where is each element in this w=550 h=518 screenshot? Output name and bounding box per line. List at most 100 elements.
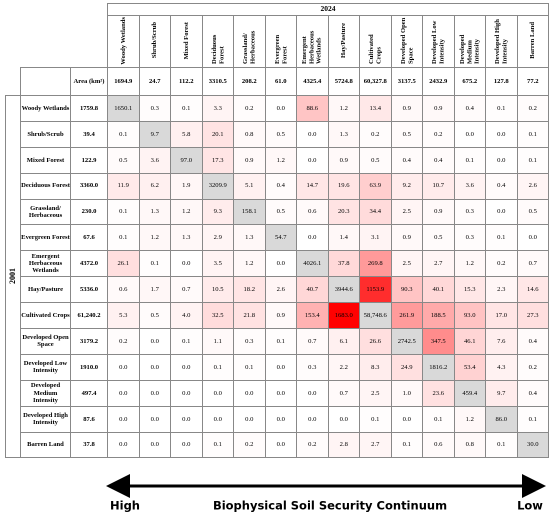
cell-value: 13.4 [359, 95, 392, 122]
cell-value: 0.1 [516, 120, 550, 148]
cell-value: 0.1 [422, 405, 455, 433]
cell-value: 0.8 [233, 120, 266, 148]
cell-value: 2.6 [264, 276, 298, 304]
data-row: Barren Land 37.8 0.0 0.0 0.0 0.1 0.2 0.0 0.2 2.8 2… [6, 431, 550, 459]
cell-value: 1650.1 [107, 95, 140, 122]
column-area: 208.2 [233, 67, 266, 96]
cell-value: 0.1 [107, 120, 140, 148]
data-row: Mixed Forest 122.9 0.5 3.6 97.0 17.3 0.9 1.2 0.0… [6, 146, 550, 174]
column-area: 3310.5 [201, 67, 235, 96]
row-label: Evergreen Forest [20, 224, 71, 252]
column-area: 61.0 [264, 67, 298, 96]
transition-matrix: 2024 Woody Wetlands Shrub/Scrub Mixed Fores… [5, 3, 550, 459]
cell-value: 9.7 [485, 379, 518, 407]
cell-value: 26.6 [359, 328, 392, 355]
data-row: Emergent Herbaceous Wetlands 4372.0 26.1 0.… [6, 250, 550, 278]
cell-value: 0.0 [170, 379, 203, 407]
cell-value: 0.0 [138, 328, 172, 355]
column-header: Evergreen Forest [264, 15, 298, 68]
row-label: Deciduous Forest [20, 172, 71, 200]
row-label: Woody Wetlands [20, 95, 71, 122]
cell-value: 0.0 [170, 405, 203, 433]
column-header: Woody Wetlands [107, 15, 140, 68]
cell-value: 0.9 [390, 95, 424, 122]
row-label: Cultivated Crops [20, 302, 71, 330]
cell-value: 6.1 [327, 328, 361, 355]
cell-value: 54.7 [264, 224, 298, 252]
cell-value: 0.0 [296, 379, 329, 407]
row-area: 1910.0 [69, 353, 109, 381]
cell-value: 40.1 [422, 276, 455, 304]
cell-value: 0.0 [453, 120, 487, 148]
row-area: 1759.8 [69, 95, 109, 122]
column-area: 1694.9 [107, 67, 140, 96]
cell-value: 2.6 [516, 172, 550, 200]
row-label: Barren Land [20, 431, 71, 459]
cell-value: 261.9 [390, 302, 424, 330]
row-area: 230.0 [69, 198, 109, 226]
cell-value: 2.5 [390, 198, 424, 226]
row-label: Developed Open Space [20, 328, 71, 355]
cell-value: 21.8 [233, 302, 266, 330]
cell-value: 0.0 [516, 224, 550, 252]
area-row: Area (km²) 1694.9 24.7 112.2 3310.5 208.2 61.0… [5, 67, 550, 96]
cell-value: 5.1 [233, 172, 266, 200]
cell-value: 40.7 [296, 276, 329, 304]
column-header: Shrub/Scrub [138, 15, 172, 68]
column-header: Developed Medium Intensity [453, 15, 487, 68]
cell-value: 8.3 [359, 353, 392, 381]
cell-value: 90.3 [390, 276, 424, 304]
row-label: Grassland/ Herbaceous [20, 198, 71, 226]
data-row: Evergreen Forest 67.6 0.1 1.2 1.3 2.9 1.3 54.7 0… [6, 224, 550, 252]
cell-value: 37.8 [327, 250, 361, 278]
cell-value: 1683.0 [327, 302, 361, 330]
column-area: 112.2 [170, 67, 203, 96]
cell-value: 58,748.6 [359, 302, 392, 330]
row-label: Hay/Pasture [20, 276, 71, 304]
cell-value: 9.3 [201, 198, 235, 226]
cell-value: 153.4 [296, 302, 329, 330]
cell-value: 0.0 [107, 405, 140, 433]
cell-value: 0.3 [453, 198, 487, 226]
cell-value: 24.9 [390, 353, 424, 381]
cell-value: 0.1 [390, 431, 424, 459]
cell-value: 0.0 [296, 405, 329, 433]
cell-value: 27.3 [516, 302, 550, 330]
cell-value: 0.0 [138, 353, 172, 381]
data-row: Cultivated Crops 61,240.2 5.3 0.5 4.0 32.5 21.… [6, 302, 550, 330]
cell-value: 2.7 [422, 250, 455, 278]
cell-value: 3944.6 [327, 276, 361, 304]
cell-value: 0.1 [485, 431, 518, 459]
blank-cell [20, 67, 71, 96]
high-label: High [110, 499, 140, 513]
row-label: Developed Low Intensity [20, 353, 71, 381]
cell-value: 158.1 [233, 198, 266, 226]
column-header: Hay/Pasture [327, 15, 361, 68]
cell-value: 188.5 [422, 302, 455, 330]
cell-value: 3.6 [138, 146, 172, 174]
row-label: Shrub/Scrub [20, 120, 71, 148]
cell-value: 347.5 [422, 328, 455, 355]
cell-value: 2.8 [327, 431, 361, 459]
column-header: Deciduous Forest [201, 15, 235, 68]
data-row: Hay/Pasture 5336.0 0.6 1.7 0.7 10.5 18.2 2.6 40.… [6, 276, 550, 304]
cell-value: 0.0 [201, 379, 235, 407]
column-header-row: Woody Wetlands Shrub/Scrub Mixed Forest Dec… [6, 15, 550, 68]
data-row: Grassland/ Herbaceous 230.0 0.1 1.3 1.2 9.3 15… [6, 198, 550, 226]
cell-value: 10.5 [201, 276, 235, 304]
low-label: Low [517, 499, 543, 513]
cell-value: 17.3 [201, 146, 235, 174]
cell-value: 14.7 [296, 172, 329, 200]
cell-value: 0.6 [107, 276, 140, 304]
row-area: 39.4 [69, 120, 109, 148]
column-area: 77.2 [516, 67, 550, 96]
cell-value: 0.0 [138, 379, 172, 407]
cell-value: 0.4 [516, 379, 550, 407]
cell-value: 0.2 [233, 431, 266, 459]
cell-value: 0.2 [296, 431, 329, 459]
cell-value: 97.0 [170, 146, 203, 174]
cell-value: 0.7 [516, 250, 550, 278]
cell-value: 0.1 [138, 250, 172, 278]
